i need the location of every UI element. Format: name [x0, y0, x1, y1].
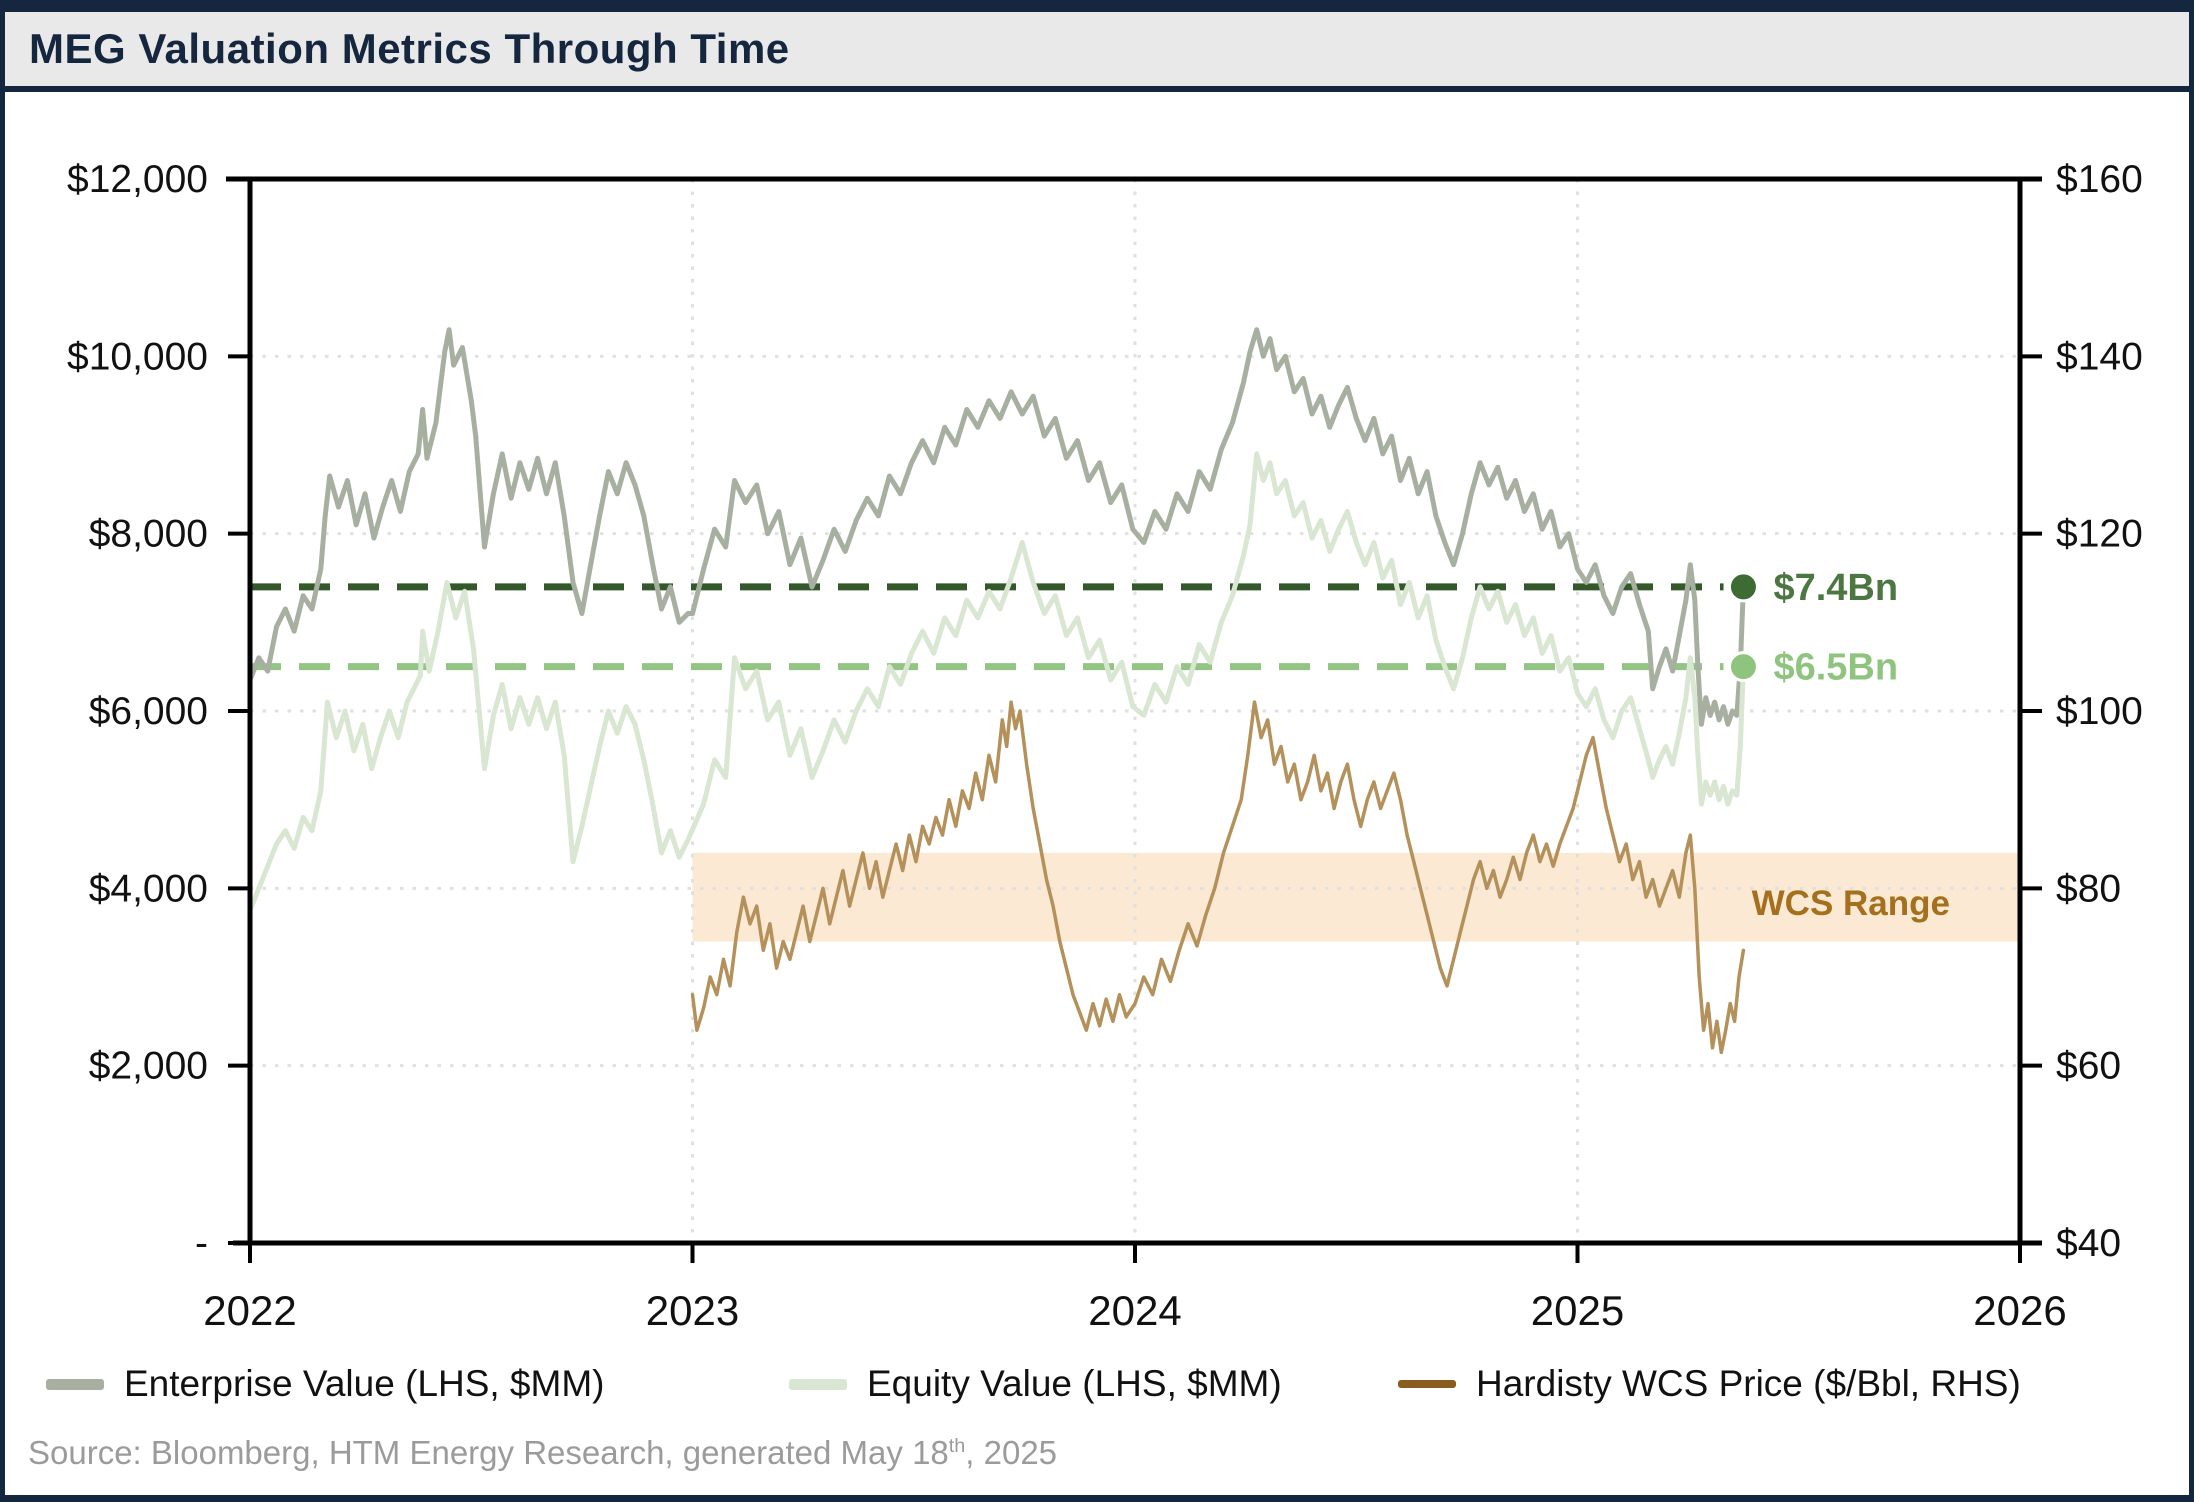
right-axis-tick-label: $160: [2056, 158, 2143, 201]
wcs-range-band: [692, 852, 2020, 942]
right-axis-tick-label: $40: [2056, 1222, 2121, 1265]
left-axis-tick-label: $4,000: [89, 867, 208, 910]
left-axis-tick-label: $2,000: [89, 1045, 208, 1088]
series-line-equity-value: [247, 451, 1746, 913]
wcs-range-label: WCS Range: [1752, 884, 1950, 923]
left-axis-tick-label: $8,000: [89, 513, 208, 556]
source-attribution: Source: Bloomberg, HTM Energy Research, …: [28, 1434, 1058, 1471]
x-axis-tick-label: 2026: [1973, 1287, 2066, 1334]
enterprise-value-swatch-icon: [46, 1378, 104, 1390]
x-axis-tick-label: 2022: [203, 1287, 296, 1334]
current-equity-value-end-dot-icon: [1727, 651, 1759, 683]
left-axis-tick-label: $12,000: [67, 158, 208, 201]
equity-value-swatch-icon: [789, 1378, 847, 1390]
wcs-price-swatch-icon: [1398, 1380, 1456, 1388]
legend-label: Equity Value (LHS, $MM): [867, 1363, 1282, 1404]
right-axis-tick-label: $120: [2056, 513, 2143, 556]
x-axis-tick-label: 2025: [1531, 1287, 1624, 1334]
legend-label: Hardisty WCS Price ($/Bbl, RHS): [1476, 1363, 2021, 1404]
series-line-wcs-price: [690, 700, 1746, 1055]
x-axis-tick-label: 2023: [646, 1287, 739, 1334]
page-border-left: [0, 0, 5, 1502]
right-axis-tick-label: $60: [2056, 1045, 2121, 1088]
legend-item-equity-value: Equity Value (LHS, $MM): [789, 1358, 1282, 1410]
current-enterprise-value-end-dot-icon: [1727, 571, 1759, 603]
legend-item-wcs-price: Hardisty WCS Price ($/Bbl, RHS): [1398, 1358, 2021, 1410]
right-axis-tick-label: $140: [2056, 335, 2143, 378]
right-axis-tick-label: $100: [2056, 690, 2143, 733]
page-title: MEG Valuation Metrics Through Time: [29, 25, 790, 72]
legend-item-enterprise-value: Enterprise Value (LHS, $MM): [46, 1358, 604, 1410]
ordinal-superscript: th: [948, 1435, 966, 1457]
page-border-bottom: [0, 1495, 2194, 1502]
chart-legend: Enterprise Value (LHS, $MM) Equity Value…: [0, 1358, 2194, 1410]
left-axis-tick-label: -: [195, 1222, 208, 1265]
x-axis-tick-label: 2024: [1088, 1287, 1181, 1334]
title-bar: MEG Valuation Metrics Through Time: [5, 12, 2189, 92]
series-line-enterprise-value: [247, 327, 1746, 727]
right-axis-tick-label: $80: [2056, 867, 2121, 910]
current-equity-value-annotation: $6.5Bn: [1773, 647, 1898, 689]
left-axis-tick-label: $6,000: [89, 690, 208, 733]
current-enterprise-value-annotation: $7.4Bn: [1773, 567, 1898, 609]
left-axis-tick-label: $10,000: [67, 335, 208, 378]
page-border-top: [0, 0, 2194, 12]
page-border-right: [2189, 0, 2194, 1502]
legend-label: Enterprise Value (LHS, $MM): [124, 1363, 605, 1404]
